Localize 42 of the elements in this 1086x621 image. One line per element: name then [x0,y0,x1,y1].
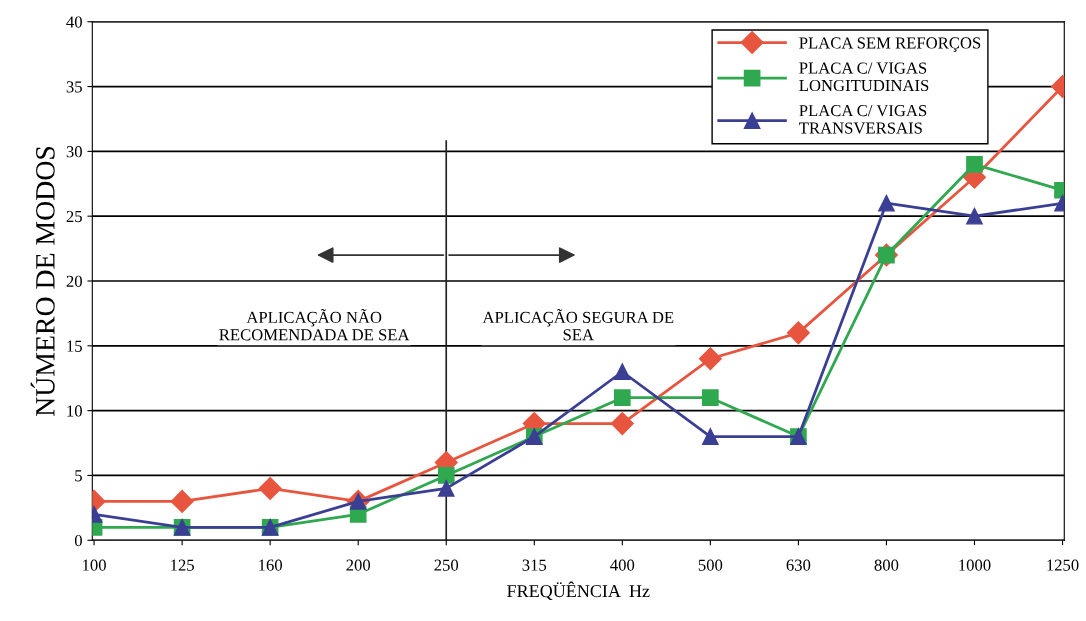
y-tick-label: 20 [66,275,82,287]
point [702,428,719,445]
x-tick-label: 400 [610,559,635,571]
y-tick-label: 30 [66,146,82,158]
legend-label: PLACA SEM REFORÇOS [799,37,981,52]
point [613,363,631,381]
x-tick-label: 315 [522,559,547,571]
x-tick-label: 500 [698,559,723,571]
y-tick-label: 5 [75,470,82,482]
x-tick-label: 125 [171,559,194,571]
x-tick-label: 100 [83,559,106,571]
y-tick-label: 10 [67,405,82,417]
point [170,489,194,513]
point [613,389,631,407]
y-tick-label: 15 [67,340,82,352]
x-tick-label: 800 [874,559,899,571]
x-tick-label: 1250 [1047,559,1079,571]
x-tick-label: 1000 [959,559,991,571]
x-axis-title: FREQÜÊNCIA Hz [507,581,650,600]
point [966,155,983,173]
y-tick-label: 0 [74,534,82,547]
x-tick-label: 200 [346,559,371,571]
point [437,467,455,484]
point [258,476,282,500]
point [610,412,634,436]
annotation: APLICAÇÃO NÃO RECOMENDADA DE SEA [219,308,410,341]
y-tick-label: 40 [66,16,82,28]
x-tick-label: 630 [786,559,811,571]
point [437,480,455,497]
legend-label: PLACA C/ VIGAS LONGITUDINAIS [799,62,929,92]
annotation: APLICAÇÃO SEGURA DE SEA [482,308,674,341]
y-axis-title: NÚMERO DE MODOS [30,146,55,417]
x-tick-label: 250 [434,559,459,571]
y-tick-label: 25 [66,210,82,223]
point [966,207,983,225]
point [786,321,810,345]
x-tick-label: 160 [259,559,283,571]
point [878,194,895,212]
y-tick-label: 35 [66,81,82,93]
point [702,389,719,407]
legend-label: PLACA C/ VIGAS TRANSVERSAIS [799,105,927,134]
point [698,347,722,371]
